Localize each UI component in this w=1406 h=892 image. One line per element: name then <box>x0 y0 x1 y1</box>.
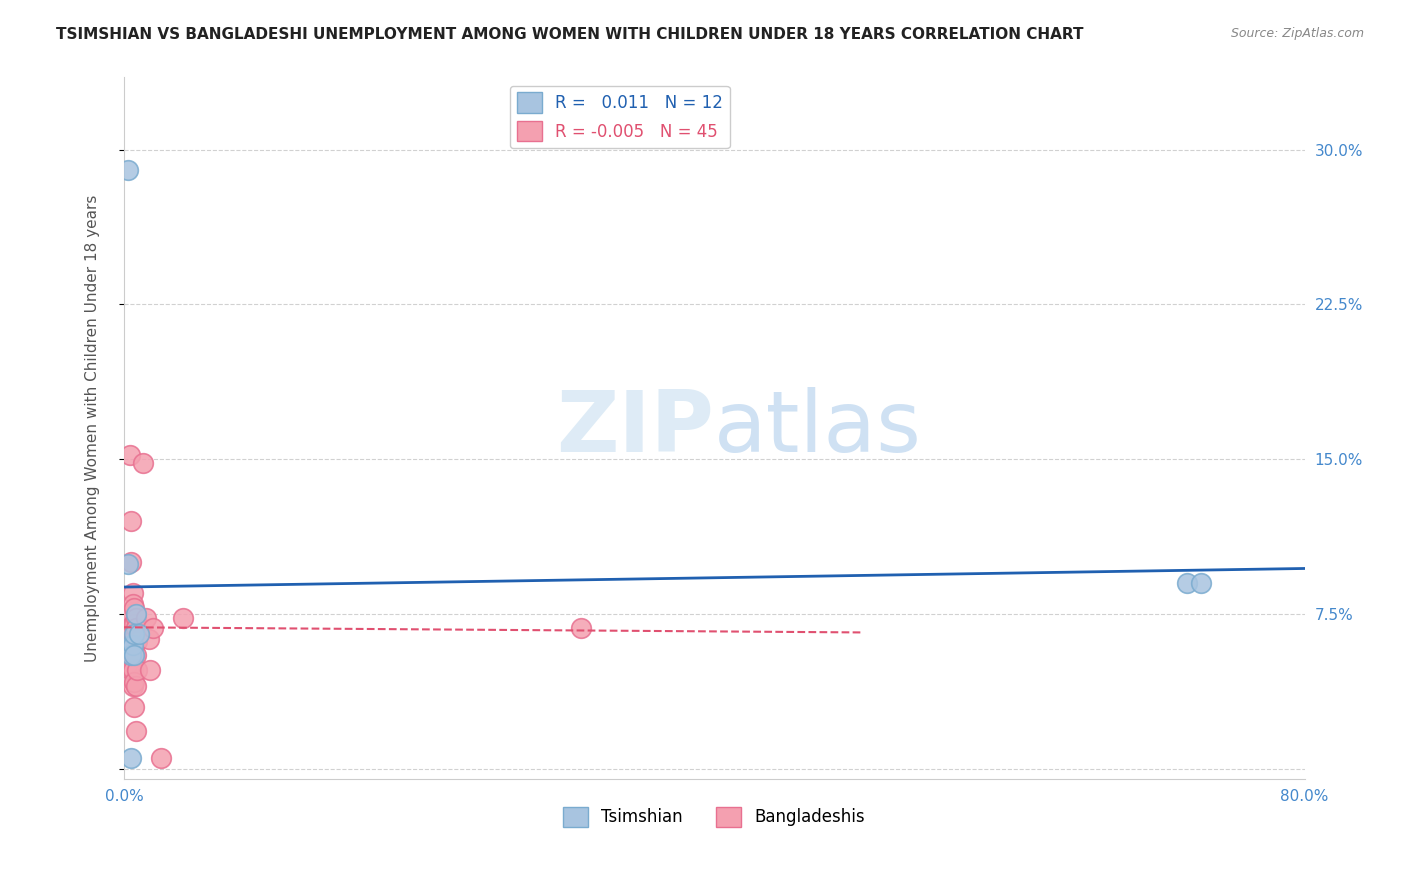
Point <box>115 633 138 648</box>
Y-axis label: Unemployment Among Women with Children Under 18 years: Unemployment Among Women with Children U… <box>86 194 100 662</box>
Point <box>139 663 162 677</box>
Point <box>121 633 143 648</box>
Point <box>120 555 142 569</box>
Point <box>125 621 148 635</box>
Point <box>122 617 145 632</box>
Point <box>117 607 139 621</box>
Point <box>125 724 148 739</box>
Text: Source: ZipAtlas.com: Source: ZipAtlas.com <box>1230 27 1364 40</box>
Point <box>120 642 142 657</box>
Point <box>1189 575 1212 590</box>
Point <box>121 638 143 652</box>
Point <box>121 648 143 662</box>
Point <box>135 611 157 625</box>
Point <box>127 663 149 677</box>
Point <box>125 607 148 621</box>
Point <box>122 632 145 646</box>
Point <box>122 648 145 662</box>
Point <box>122 675 145 690</box>
Point <box>115 642 138 657</box>
Point <box>120 638 142 652</box>
Text: atlas: atlas <box>714 386 922 470</box>
Point <box>125 679 148 693</box>
Point <box>118 658 141 673</box>
Point <box>142 621 165 635</box>
Text: ZIP: ZIP <box>557 386 714 470</box>
Point <box>117 621 139 635</box>
Point <box>125 648 148 662</box>
Point <box>118 648 141 662</box>
Point <box>117 644 139 658</box>
Point <box>132 456 155 470</box>
Point <box>121 597 143 611</box>
Point <box>125 611 148 625</box>
Point <box>120 633 142 648</box>
Point <box>120 663 142 677</box>
Point <box>118 627 141 641</box>
Point <box>121 663 143 677</box>
Point <box>121 586 143 600</box>
Point <box>120 648 142 662</box>
Point <box>172 611 194 625</box>
Point <box>121 679 143 693</box>
Point <box>122 699 145 714</box>
Point <box>118 448 141 462</box>
Point <box>121 617 143 632</box>
Point <box>115 658 138 673</box>
Point <box>120 751 142 765</box>
Point <box>127 633 149 648</box>
Point <box>149 751 172 765</box>
Point <box>571 621 593 635</box>
Point <box>120 607 142 621</box>
Point <box>117 558 139 572</box>
Point <box>122 648 145 662</box>
Point <box>128 627 150 641</box>
Point <box>122 600 145 615</box>
Text: TSIMSHIAN VS BANGLADESHI UNEMPLOYMENT AMONG WOMEN WITH CHILDREN UNDER 18 YEARS C: TSIMSHIAN VS BANGLADESHI UNEMPLOYMENT AM… <box>56 27 1084 42</box>
Point <box>122 627 145 641</box>
Point <box>138 632 160 646</box>
Point <box>117 163 139 178</box>
Point <box>117 638 139 652</box>
Legend: Tsimshian, Bangladeshis: Tsimshian, Bangladeshis <box>557 800 872 834</box>
Point <box>120 514 142 528</box>
Point <box>1175 575 1198 590</box>
